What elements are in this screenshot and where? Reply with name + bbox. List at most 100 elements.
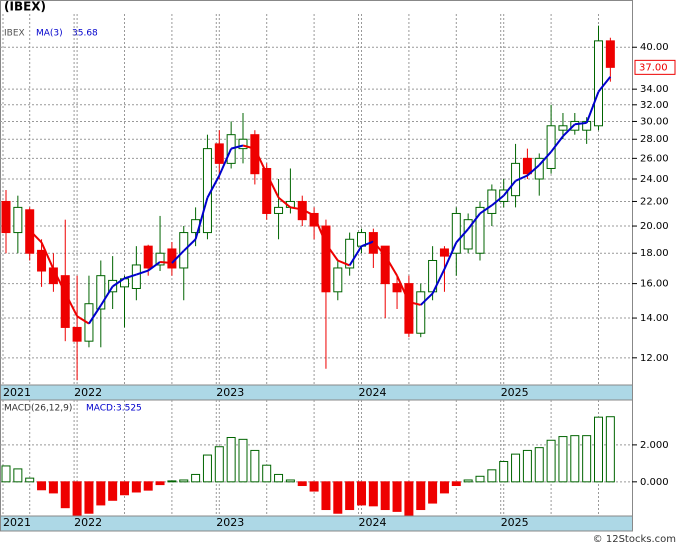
candle-body [392,283,402,293]
ma-segment [290,206,303,211]
ma-segment [372,240,386,257]
candle-body [214,143,224,164]
ma-segment [313,215,327,245]
ma-segment [136,269,149,276]
macd-bar [499,461,509,483]
candle-body [345,238,355,269]
watermark: © 12Stocks.com [593,534,676,545]
ma-segment [99,285,114,306]
candle-body [155,252,165,266]
macd-bar [250,449,260,483]
macd-legend: MACD(26,12,9) [4,404,72,414]
macd-bar [558,436,568,483]
ma-segment [420,292,434,306]
y-tick-label: 12.00 [640,353,669,364]
macd-bar [25,477,35,483]
candle-body [439,248,449,257]
ma-segment [242,144,256,150]
ma-segment [112,277,126,288]
candle-body [451,212,461,254]
ma-segment [574,121,587,126]
ma-segment [218,148,233,176]
legend-ma: MA(3) [36,29,63,39]
ma-segment [325,243,339,262]
ma-segment [538,151,552,166]
candle-body [594,40,603,127]
macd-bar [297,481,307,487]
last-price-box [634,59,676,75]
ma-segment [277,196,292,209]
ma-segment [526,164,540,177]
macd-bar [380,481,390,511]
candle-body [131,264,141,289]
macd-bar [131,481,141,493]
candle-body [250,134,260,175]
candle-body [333,267,343,293]
candle-body [60,275,70,328]
macd-bar [226,436,236,483]
y-tick-label: 14.00 [640,313,669,324]
macd-bar [439,481,449,494]
legend-ticker: IBEX [4,29,25,39]
macd-bar [214,446,224,483]
ma-segment [265,173,280,199]
macd-bar [309,481,319,492]
y-tick-label: 32.00 [640,100,669,111]
macd-bar [511,453,521,483]
date-band [0,515,633,532]
candle-body [238,138,248,150]
macd-bar [13,468,23,483]
ma-segment [479,204,493,215]
macd-bar [48,481,58,494]
candle-body [167,248,177,269]
y-tick-label: 28.00 [640,134,669,145]
y-tick-label: 16.00 [640,279,669,290]
candle-body [558,125,568,131]
macd-bar [546,439,556,483]
ma-segment [431,268,446,294]
macd-bar [451,481,461,487]
x-tick-label: 2021 [3,386,31,399]
macd-bar [594,416,603,483]
ma-segment [408,301,421,306]
ma-segment [455,228,469,244]
x-tick-label: 2024 [359,386,387,399]
candle-body [416,291,426,334]
legend-ma-value: 35.68 [72,29,98,39]
macd-bar [475,475,485,483]
ma-segment [384,255,398,277]
macd-bar [1,465,11,483]
y-tick-label: 20.00 [640,221,669,232]
ma-segment [502,180,517,197]
ma-segment [348,245,363,266]
macd-bar [404,481,414,516]
x-tick-label: 2025 [501,516,529,529]
y-tick-label: 24.00 [640,174,669,185]
macd-bar [368,481,378,507]
macd-bar [487,469,497,483]
macd-bar [84,481,94,514]
macd-bar [108,481,118,501]
candle-body [522,157,532,175]
macd-bar [392,481,402,512]
ma-segment [194,197,209,240]
macd-bar [463,479,473,483]
y-tick-label: 2.000 [640,440,669,451]
macd-bar [357,481,366,506]
macd-bar [96,481,106,506]
y-tick-label: 40.00 [640,42,669,53]
ma-segment [183,238,197,252]
macd-bar [274,473,284,483]
date-band [0,384,633,401]
candle-body [274,206,284,214]
ma-segment [147,261,161,272]
last-price-label: 37.00 [639,62,668,73]
macd-bar [285,479,295,483]
candle-body [570,120,580,131]
macd-bar [582,435,592,483]
candle-body [321,225,331,293]
macd-bar [202,454,212,483]
macd-bar [167,480,177,483]
ma-segment [361,240,374,248]
candle-body [13,206,23,234]
